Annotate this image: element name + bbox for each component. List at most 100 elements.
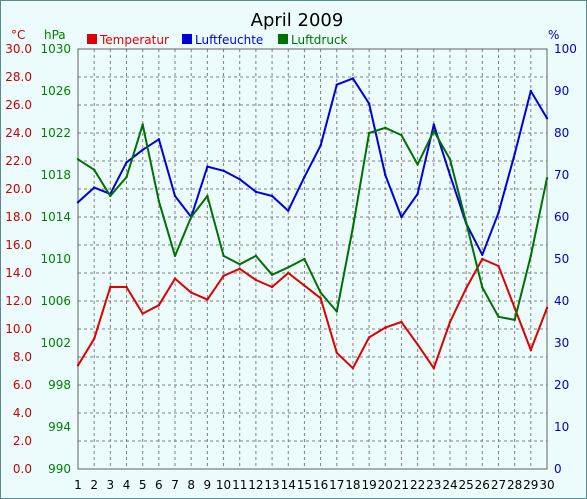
pressure-tick-label: 1030 bbox=[40, 42, 71, 56]
x-tick-label: 8 bbox=[187, 478, 195, 492]
data-point-temperatur bbox=[173, 277, 177, 280]
data-point-luftdruck bbox=[222, 254, 225, 258]
data-point-luftdruck bbox=[319, 291, 322, 294]
data-point-luftfeuchte bbox=[432, 123, 435, 126]
temperature-tick-label: 14.0 bbox=[5, 266, 32, 280]
x-tick-label: 7 bbox=[171, 478, 179, 492]
series-line-temperatur bbox=[77, 258, 548, 370]
data-point-luftdruck bbox=[497, 315, 500, 318]
data-point-temperatur bbox=[76, 364, 80, 367]
data-point-temperatur bbox=[464, 287, 468, 290]
data-point-luftfeuchte bbox=[157, 138, 161, 141]
data-point-luftfeuchte bbox=[448, 173, 452, 177]
data-point-temperatur bbox=[270, 285, 274, 289]
x-tick-label: 18 bbox=[345, 478, 360, 492]
legend-swatch bbox=[87, 34, 97, 44]
data-point-luftfeuchte bbox=[335, 83, 338, 86]
data-point-luftdruck bbox=[529, 254, 533, 258]
temperature-tick-label: 4.0 bbox=[13, 406, 32, 420]
data-point-luftfeuchte bbox=[416, 192, 419, 196]
humidity-tick-label: 60 bbox=[554, 210, 569, 224]
series-line-luftfeuchte bbox=[77, 77, 548, 256]
x-tick-label: 13 bbox=[264, 478, 279, 492]
data-point-luftfeuchte bbox=[400, 215, 403, 219]
data-point-luftfeuchte bbox=[270, 194, 274, 198]
x-tick-label: 21 bbox=[394, 478, 409, 492]
data-point-luftdruck bbox=[481, 286, 484, 289]
data-point-luftfeuchte bbox=[497, 211, 500, 214]
data-point-luftfeuchte bbox=[529, 89, 533, 93]
data-point-temperatur bbox=[351, 367, 355, 370]
x-tick-label: 27 bbox=[491, 478, 506, 492]
x-tick-label: 30 bbox=[539, 478, 554, 492]
data-point-luftdruck bbox=[190, 215, 193, 219]
data-point-luftdruck bbox=[287, 266, 290, 269]
data-point-temperatur bbox=[335, 351, 338, 354]
data-point-temperatur bbox=[513, 306, 516, 310]
data-point-luftfeuchte bbox=[173, 194, 177, 198]
temperature-tick-label: 6.0 bbox=[13, 378, 32, 392]
data-point-temperatur bbox=[529, 348, 533, 352]
temperature-tick-label: 16.0 bbox=[5, 238, 32, 252]
data-point-luftdruck bbox=[545, 176, 549, 180]
pressure-tick-label: 1022 bbox=[40, 126, 71, 140]
x-tick-label: 5 bbox=[139, 478, 147, 492]
pressure-tick-label: 1006 bbox=[40, 294, 71, 308]
data-point-luftfeuchte bbox=[287, 209, 290, 212]
data-point-luftfeuchte bbox=[545, 117, 549, 120]
temperature-tick-label: 28.0 bbox=[5, 70, 32, 84]
x-tick-label: 1 bbox=[74, 478, 82, 492]
data-point-luftfeuchte bbox=[222, 169, 225, 172]
x-tick-label: 23 bbox=[426, 478, 441, 492]
temperature-tick-label: 18.0 bbox=[5, 210, 32, 224]
humidity-tick-label: 90 bbox=[554, 84, 569, 98]
x-tick-label: 24 bbox=[442, 478, 457, 492]
data-point-temperatur bbox=[448, 320, 452, 324]
data-point-luftdruck bbox=[157, 200, 161, 203]
chart-title: April 2009 bbox=[251, 10, 344, 31]
temperature-tick-label: 26.0 bbox=[5, 98, 32, 112]
temperature-tick-label: 2.0 bbox=[13, 434, 32, 448]
data-point-luftfeuchte bbox=[92, 186, 96, 189]
data-point-temperatur bbox=[206, 298, 209, 301]
temperature-axis-unit: °C bbox=[11, 28, 25, 42]
x-tick-label: 10 bbox=[216, 478, 231, 492]
data-point-luftdruck bbox=[76, 158, 80, 161]
humidity-tick-label: 50 bbox=[554, 252, 569, 266]
data-point-temperatur bbox=[481, 257, 484, 261]
humidity-tick-label: 0 bbox=[554, 462, 562, 476]
data-point-luftdruck bbox=[335, 310, 338, 313]
data-point-luftdruck bbox=[464, 221, 468, 224]
x-tick-label: 28 bbox=[507, 478, 522, 492]
data-point-temperatur bbox=[190, 291, 193, 294]
data-point-luftfeuchte bbox=[351, 77, 355, 80]
data-point-luftfeuchte bbox=[481, 253, 484, 256]
data-point-luftfeuchte bbox=[319, 144, 322, 147]
humidity-tick-label: 10 bbox=[554, 420, 569, 434]
data-point-luftdruck bbox=[367, 131, 371, 135]
x-tick-label: 3 bbox=[107, 478, 115, 492]
data-point-luftdruck bbox=[351, 226, 355, 229]
data-point-luftfeuchte bbox=[76, 201, 80, 204]
data-point-temperatur bbox=[287, 271, 290, 275]
pressure-tick-label: 994 bbox=[48, 420, 71, 434]
temperature-tick-label: 8.0 bbox=[13, 350, 32, 364]
data-point-temperatur bbox=[125, 285, 128, 289]
legend-label: Luftfeuchte bbox=[195, 33, 263, 47]
data-point-luftdruck bbox=[206, 194, 209, 198]
data-point-luftfeuchte bbox=[384, 173, 387, 177]
data-point-luftdruck bbox=[400, 133, 403, 137]
data-point-luftfeuchte bbox=[125, 161, 128, 164]
temperature-tick-label: 10.0 bbox=[5, 322, 32, 336]
x-tick-label: 4 bbox=[123, 478, 131, 492]
data-point-luftdruck bbox=[141, 123, 144, 126]
data-point-luftdruck bbox=[270, 273, 274, 276]
temperature-tick-label: 22.0 bbox=[5, 154, 32, 168]
data-point-luftdruck bbox=[448, 158, 452, 161]
data-point-luftdruck bbox=[384, 126, 387, 129]
x-tick-label: 15 bbox=[297, 478, 312, 492]
pressure-tick-label: 1010 bbox=[40, 252, 71, 266]
data-point-luftdruck bbox=[432, 129, 435, 133]
data-point-luftdruck bbox=[254, 254, 258, 258]
